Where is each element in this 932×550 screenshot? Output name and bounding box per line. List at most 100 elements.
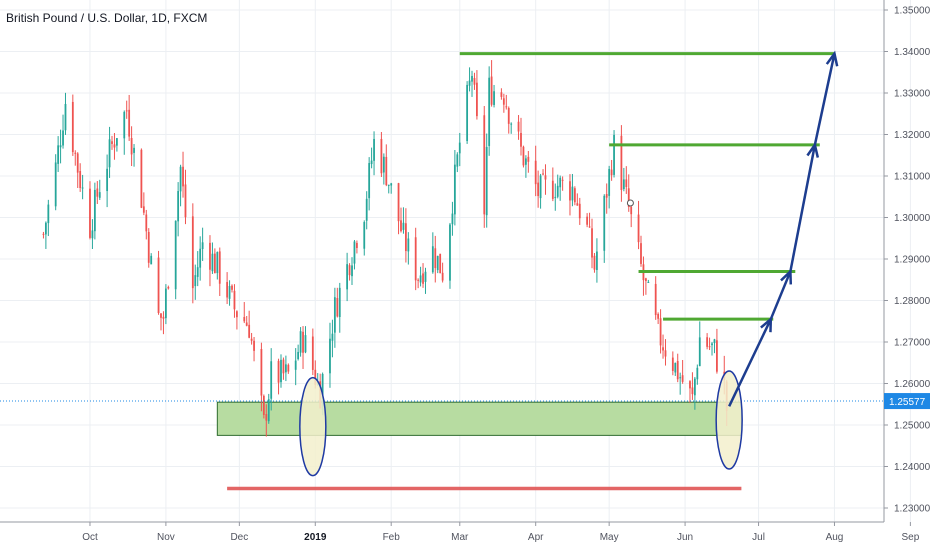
- candle-down: [162, 316, 165, 319]
- chart-grid: [0, 0, 911, 522]
- candle-up: [62, 130, 64, 146]
- candle-up: [299, 331, 302, 353]
- candle-up: [603, 195, 606, 251]
- candle-down: [311, 336, 314, 370]
- candle-down: [671, 357, 674, 371]
- candle-down: [380, 138, 383, 174]
- candle-up: [368, 163, 371, 199]
- demand-zone-layer: [216, 401, 742, 436]
- candle-down: [191, 216, 194, 289]
- candle-down: [89, 188, 91, 238]
- candle-up: [693, 378, 696, 396]
- candle-down: [243, 316, 246, 322]
- candle-up: [554, 196, 557, 198]
- candle-down: [657, 313, 660, 319]
- candle-down: [422, 273, 424, 284]
- candle-up: [106, 168, 109, 192]
- price-axis[interactable]: 1.23000 1.24000 1.25000 1.26000 1.27000 1.280…: [883, 0, 931, 522]
- candle-up: [133, 147, 135, 153]
- candle-up: [44, 222, 47, 235]
- candle-down: [145, 214, 148, 232]
- candle-up: [123, 111, 126, 139]
- x-tick-label: Jul: [752, 532, 765, 543]
- y-tick-label: 1.33000: [894, 89, 931, 100]
- candle-down: [708, 346, 711, 348]
- projection-arrow: [789, 144, 817, 272]
- candle-down: [576, 203, 579, 206]
- time-axis[interactable]: Oct Nov Dec 2019 Feb Mar Apr May Jun Jul Aug Sep: [0, 521, 920, 543]
- candle-down: [209, 242, 211, 270]
- candle-up: [608, 168, 611, 196]
- candle-up: [424, 271, 427, 282]
- candle-down: [662, 347, 664, 351]
- candle-up: [59, 145, 62, 148]
- x-tick-label: Dec: [230, 532, 248, 543]
- candle-down: [434, 248, 437, 269]
- candle-up: [93, 189, 96, 232]
- candle-down: [125, 110, 128, 112]
- y-tick-label: 1.34000: [894, 47, 931, 58]
- candle-down: [659, 318, 662, 346]
- candle-down: [664, 350, 667, 357]
- candle-up: [353, 241, 356, 264]
- candle-down: [236, 311, 238, 318]
- candle-down: [630, 206, 633, 215]
- candle-down: [654, 283, 657, 316]
- candle-up: [711, 343, 713, 346]
- candle-up: [216, 252, 219, 274]
- candle-up: [471, 75, 473, 82]
- candle-up: [47, 204, 50, 224]
- candle-down: [42, 233, 45, 235]
- candle-down: [113, 144, 116, 148]
- candle-up: [199, 248, 202, 268]
- candle-down: [160, 313, 162, 318]
- candle-down: [231, 285, 233, 290]
- annotation-layer: [0, 50, 884, 491]
- y-tick-label: 1.30000: [894, 213, 931, 224]
- candle-down: [593, 255, 596, 270]
- candle-up: [228, 285, 231, 299]
- candle-up: [297, 351, 300, 360]
- candle-up: [201, 242, 204, 249]
- candle-up: [510, 123, 513, 125]
- candle-down: [356, 242, 358, 248]
- candle-down: [534, 160, 537, 185]
- candle-down: [142, 206, 145, 213]
- candle-down: [336, 298, 339, 317]
- candle-up: [698, 337, 701, 367]
- projection-arrow: [813, 53, 836, 146]
- last-price-label: 1.25577: [889, 397, 926, 408]
- candle-up: [387, 184, 390, 186]
- candle-down: [218, 251, 221, 284]
- candle-down: [542, 173, 544, 175]
- marker-point: [626, 199, 634, 207]
- candle-down: [637, 214, 640, 243]
- candle-down: [277, 360, 280, 383]
- candle-down: [490, 76, 493, 105]
- candle-up: [179, 166, 182, 192]
- candle-up: [116, 138, 118, 146]
- candle-down: [551, 180, 554, 199]
- candle-down: [527, 156, 530, 162]
- candle-up: [108, 139, 111, 168]
- candle-down: [569, 181, 571, 201]
- candle-up: [194, 275, 197, 287]
- candle-down: [414, 237, 417, 281]
- candle-up: [304, 335, 307, 353]
- candle-down: [644, 278, 647, 281]
- candlestick-series: [42, 60, 728, 437]
- candle-down: [573, 188, 576, 203]
- candle-up: [81, 187, 84, 189]
- candle-down: [689, 381, 691, 389]
- candle-up: [436, 255, 439, 271]
- candle-down: [627, 188, 630, 207]
- candle-down: [260, 349, 263, 396]
- candle-down: [74, 152, 77, 154]
- candle-down: [226, 282, 229, 298]
- candle-up: [485, 146, 488, 216]
- candle-down: [544, 175, 547, 180]
- candle-down: [282, 359, 285, 374]
- x-tick-label: Oct: [82, 532, 98, 543]
- candle-down: [182, 166, 184, 187]
